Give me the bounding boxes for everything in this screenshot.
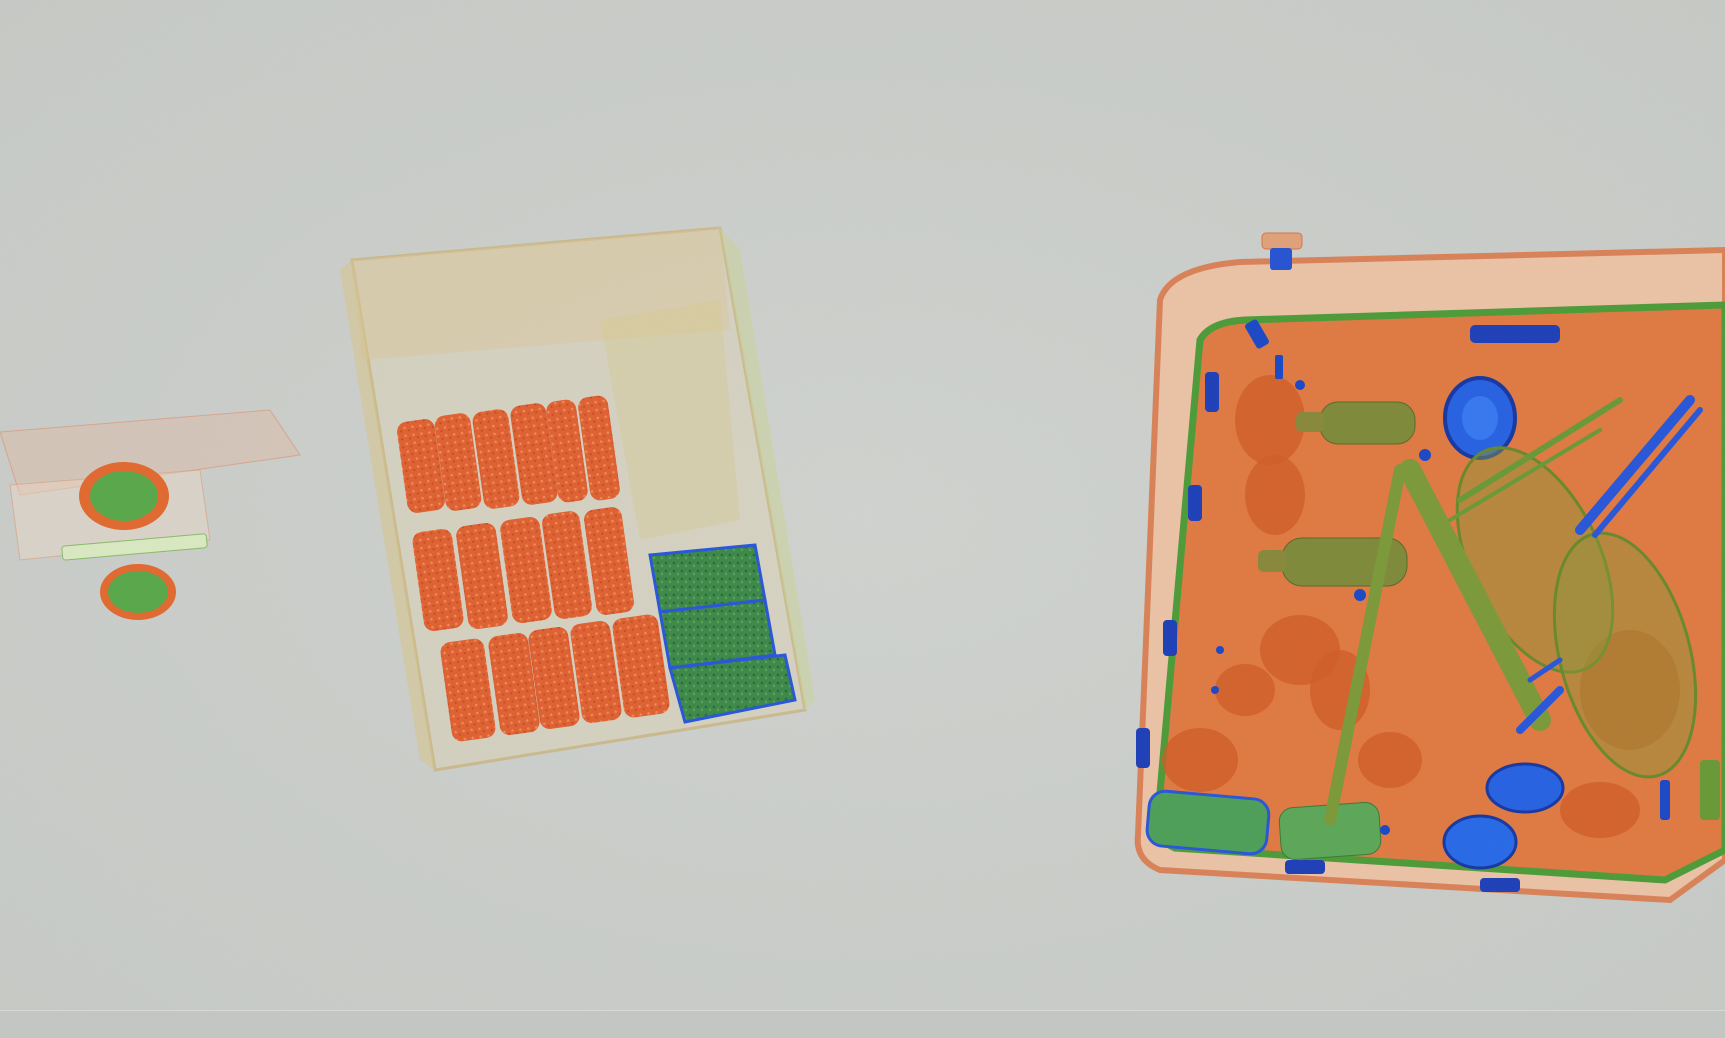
carton-side-wall-left xyxy=(340,260,435,770)
suitcase-latches xyxy=(1136,325,1560,892)
container-lid-upper xyxy=(79,462,169,530)
canned-goods-stack xyxy=(648,543,797,724)
suitcase-handle-top xyxy=(1261,232,1303,270)
carton-fill-texture xyxy=(600,300,740,540)
bottle-upper xyxy=(1296,401,1416,445)
clothing-items xyxy=(1162,375,1680,838)
small-tube xyxy=(61,533,208,561)
container-lid-lower xyxy=(100,564,176,620)
cylinder-tubes xyxy=(1145,789,1382,860)
rods-and-wires xyxy=(1324,395,1703,826)
food-pack-row-2 xyxy=(412,507,634,632)
open-carton-group xyxy=(340,226,815,772)
small-boxes-group xyxy=(0,409,301,620)
scan-bottom-strip xyxy=(0,1010,1725,1038)
small-metal-parts xyxy=(1211,319,1670,835)
small-box-top xyxy=(0,409,301,496)
food-pack-row-1 xyxy=(397,395,620,513)
carton-inner-wall xyxy=(352,228,730,360)
food-pack-row-3 xyxy=(440,614,670,742)
suitcase-group xyxy=(1134,232,1725,904)
carton-side-wall-right xyxy=(720,228,815,710)
suitcase-right-hinge xyxy=(1700,760,1720,820)
tape-roll xyxy=(1443,376,1517,460)
metal-disc-lower xyxy=(1442,762,1565,870)
